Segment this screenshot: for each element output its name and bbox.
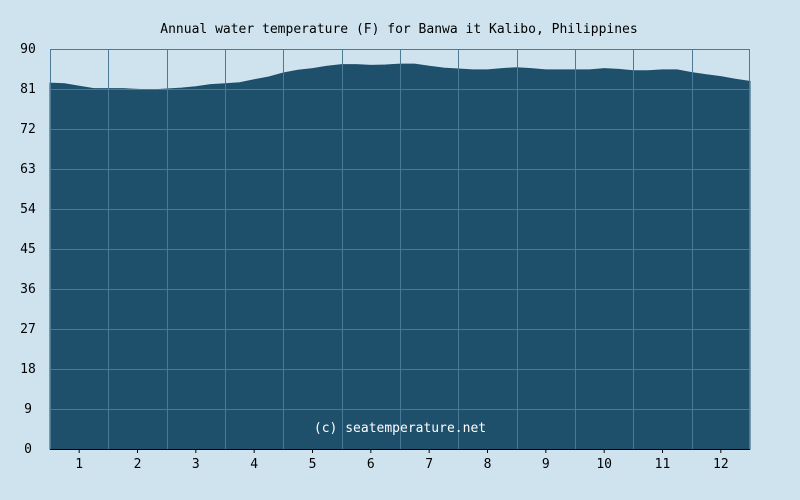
- y-tick-label-18: 18: [20, 362, 36, 377]
- x-tick-label-9: 9: [542, 457, 550, 472]
- chart-title: Annual water temperature (F) for Banwa i…: [160, 22, 637, 37]
- y-axis-ticks: 0 9 18 27 36 45 54 63 72 81 90: [20, 42, 36, 457]
- grid-layer: [50, 49, 750, 449]
- y-tick-label-27: 27: [20, 322, 36, 337]
- y-tick-label-72: 72: [20, 122, 36, 137]
- y-tick-label-36: 36: [20, 282, 36, 297]
- x-tick-label-8: 8: [484, 457, 492, 472]
- x-axis-ticks: 1 2 3 4 5 6 7 8 9 10 11 12: [75, 449, 729, 472]
- y-tick-label-45: 45: [20, 242, 36, 257]
- x-tick-label-7: 7: [425, 457, 433, 472]
- x-tick-label-10: 10: [596, 457, 612, 472]
- x-tick-label-2: 2: [134, 457, 142, 472]
- x-tick-label-5: 5: [309, 457, 317, 472]
- x-tick-label-6: 6: [367, 457, 375, 472]
- y-tick-label-9: 9: [24, 402, 32, 417]
- y-tick-label-63: 63: [20, 162, 36, 177]
- axis-layer: [50, 49, 750, 450]
- watermark: (c) seatemperature.net: [314, 421, 486, 436]
- y-tick-label-0: 0: [24, 442, 32, 457]
- x-tick-label-12: 12: [713, 457, 729, 472]
- x-tick-label-4: 4: [250, 457, 258, 472]
- x-tick-label-1: 1: [75, 457, 83, 472]
- x-tick-label-11: 11: [655, 457, 671, 472]
- y-tick-label-81: 81: [20, 82, 36, 97]
- y-tick-label-90: 90: [20, 42, 36, 57]
- x-tick-label-3: 3: [192, 457, 200, 472]
- y-tick-label-54: 54: [20, 202, 36, 217]
